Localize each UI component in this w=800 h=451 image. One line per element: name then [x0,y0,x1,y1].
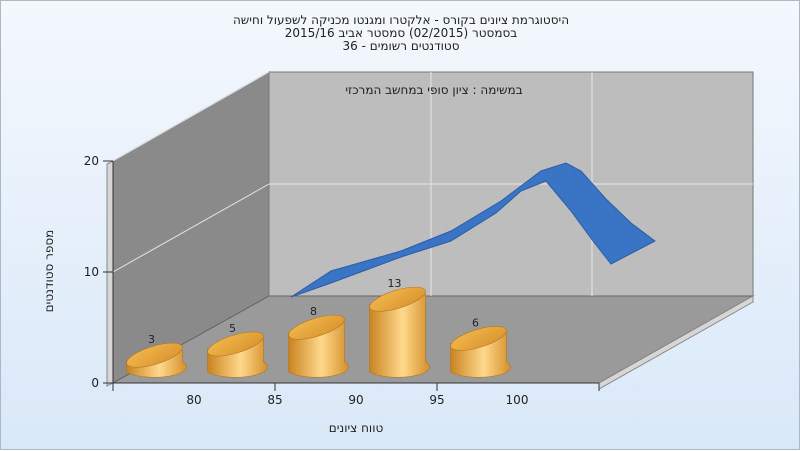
bar-top-90 [288,314,345,340]
bar-95: 13 [369,277,430,378]
bar-100: 6 [450,316,511,378]
y-tick-label-20: 20 [84,154,99,168]
chart-title-line-2: בסמסטר (02/2015) סמסטר אביב 2015/16 [284,26,518,40]
bar-90: 8 [288,305,349,378]
x-tick-label-85: 85 [267,393,282,407]
bar-85: 5 [207,322,268,378]
bars-group: 3 5 8 13 6 [126,277,511,378]
y-axis-ticks [103,160,114,384]
bar-top-95 [369,286,426,312]
bar-value-label-80: 3 [148,333,155,346]
y-tick-label-10: 10 [84,265,99,279]
bar-body-95 [369,293,430,378]
chart-title-line-3: סטודנטים רשומים - 36 [342,39,460,53]
bar-top-80 [126,342,183,368]
bar-top-100 [450,326,507,351]
x-tick-label-100: 100 [506,393,529,407]
x-tick-label-95: 95 [429,393,444,407]
trend-ribbon [290,162,656,298]
chart-annotation: במשימה : ציון סופי במחשב המרכזי [345,83,522,97]
bar-value-label-85: 5 [229,322,236,335]
bar-80: 3 [126,333,187,378]
bar-top-85 [207,331,264,357]
left-wall-front-edge [106,160,114,387]
x-tick-label-80: 80 [186,393,201,407]
bar-value-label-90: 8 [310,305,317,318]
y-axis-title: מספר סטודנטים [42,230,56,313]
x-axis-line [112,382,600,391]
x-axis-title: טווח ציונים [329,421,384,435]
y-tick-label-0: 0 [91,376,99,390]
bar-value-label-95: 13 [388,277,402,290]
bar-value-label-100: 6 [472,316,479,329]
x-tick-label-90: 90 [348,393,363,407]
chart-title-line-1: היסטוגרמת ציונים בקורס - אלקטרו ומגנטו מ… [232,13,570,27]
